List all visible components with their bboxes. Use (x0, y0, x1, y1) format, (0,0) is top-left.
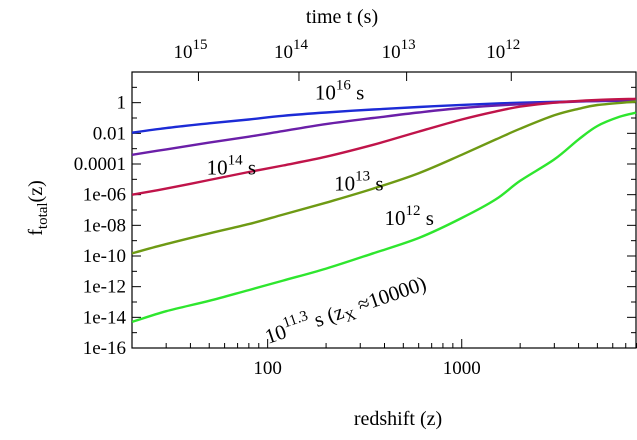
series-line-1 (132, 98, 636, 156)
y-tick-label: 1 (117, 93, 127, 114)
y-tick-label: 0.01 (93, 123, 126, 144)
y-tick-label: 1e-08 (83, 215, 126, 236)
series-line-4 (132, 111, 637, 324)
y-axis-title: ftotal(z) (25, 180, 51, 236)
x-axis-title: redshift (z) (354, 408, 442, 430)
y-tick-label: 1e-06 (83, 185, 126, 206)
y-axis-title-subscript: total (35, 202, 51, 229)
y-tick-label: 0.0001 (74, 154, 126, 175)
y-axis-title-base: f (25, 229, 47, 236)
annotation-label: 1014 s (207, 152, 256, 179)
series-line-3 (132, 100, 637, 255)
top-tick-label: 1013 (382, 37, 416, 63)
annotation-label: 1013 s (334, 169, 383, 196)
series-lines (132, 97, 637, 324)
top-tick-label: 1012 (486, 37, 520, 63)
y-tick-label: 1e-10 (83, 246, 126, 267)
y-tick-label: 1e-16 (83, 338, 126, 359)
y-tick-label: 1e-14 (83, 307, 127, 328)
tick-labels: 100 1000 1 0.01 0.0001 1e-06 1e-08 1e-10 1e-12 1e… (74, 37, 521, 379)
top-axis-title: time t (s) (306, 6, 378, 28)
series-line-2 (132, 97, 636, 196)
top-tick-label: 1014 (274, 37, 309, 63)
x-tick-label: 100 (253, 358, 282, 379)
y-tick-label: 1e-12 (83, 277, 126, 298)
y-axis-title-suffix: (z) (25, 180, 47, 202)
x-tick-label: 1000 (443, 358, 481, 379)
annotation-label: 1016 s (315, 77, 364, 104)
annotation-label: 1012 s (385, 203, 434, 230)
top-tick-label: 1015 (173, 37, 207, 63)
ticks (131, 72, 637, 349)
series-line-0 (132, 99, 636, 134)
